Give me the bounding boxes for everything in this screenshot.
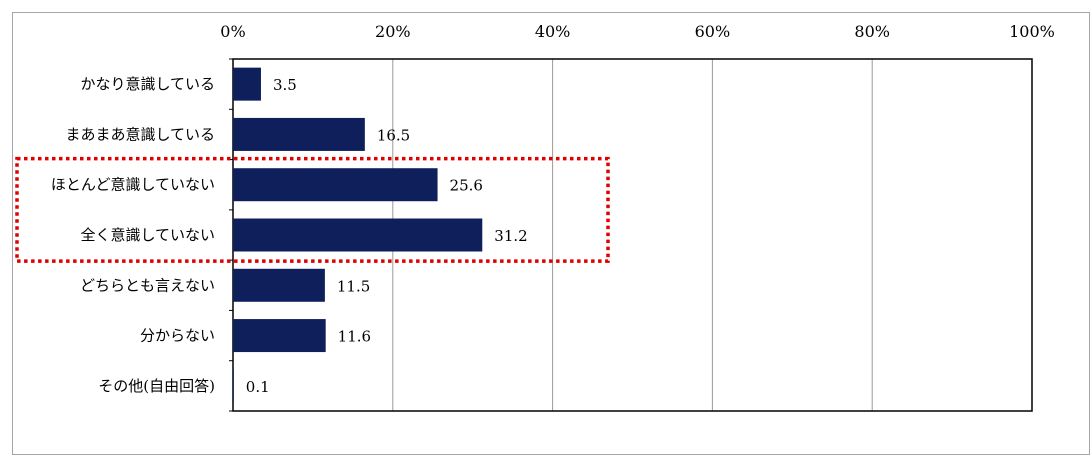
x-tick-label: 20% [375,22,411,41]
data-label: 25.6 [450,177,483,195]
bar [233,67,261,101]
bar [233,168,438,202]
x-tick-label: 80% [854,22,890,41]
bar [233,268,325,302]
data-label: 16.5 [377,126,410,144]
x-tick-label: 0% [220,22,245,41]
category-label: かなり意識している [80,75,215,93]
data-label: 0.1 [246,378,270,396]
bar [233,218,483,252]
bar [233,117,365,151]
data-label: 31.2 [494,227,527,245]
category-label: どちらとも言えない [80,276,215,294]
data-label: 3.5 [273,76,297,94]
category-label: ほとんど意識していない [51,176,215,194]
highlight-box [15,156,610,263]
bar [233,319,326,353]
category-label: 全く意識していない [80,226,215,244]
category-label: 分からない [140,327,215,345]
x-tick-label: 40% [535,22,571,41]
category-label: その他(自由回答) [98,377,215,395]
bar [233,369,234,403]
chart-frame [12,12,1090,455]
x-tick-label: 60% [695,22,731,41]
category-label: まあまあ意識している [65,125,215,143]
x-tick-label: 100% [1009,22,1055,41]
data-label: 11.6 [338,328,371,346]
data-label: 11.5 [337,277,370,295]
